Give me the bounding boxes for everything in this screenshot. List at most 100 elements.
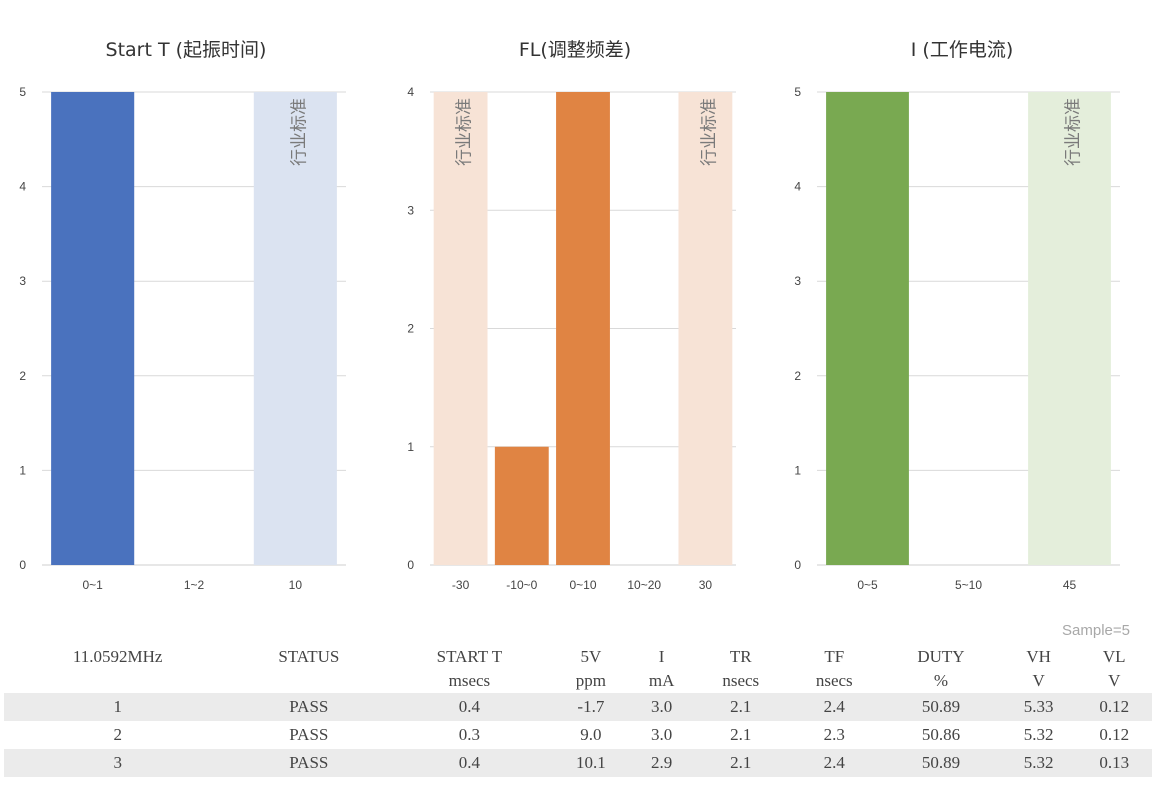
table-row: 1 PASS 0.4 -1.7 3.0 2.1 2.4 50.89 5.33 0… — [4, 693, 1152, 721]
header-5v: 5V — [580, 647, 602, 666]
standard-band — [1028, 92, 1111, 565]
table-cell: 2.4 — [787, 693, 881, 721]
x-tick-label: -30 — [452, 578, 470, 592]
table-cell: 2.3 — [823, 725, 845, 744]
header-vl: VL — [1102, 647, 1126, 666]
y-tick-label: 5 — [19, 85, 26, 99]
table-cell: 0.12 — [1099, 725, 1130, 744]
header-vh: VH — [1026, 647, 1051, 666]
header-tf: TF — [824, 647, 845, 666]
standard-label: 行业标准 — [455, 98, 475, 166]
chart-title: I (工作电流) — [911, 39, 1013, 61]
unit-start-t: msecs — [448, 671, 491, 690]
table-header-row: 11.0592MHz STATUS START T 5V I TR TF DUT… — [4, 645, 1152, 669]
y-tick-label: 1 — [794, 463, 801, 477]
table-cell: 5.32 — [1000, 749, 1077, 777]
unit-5v: ppm — [575, 671, 606, 690]
x-tick-label: 0~1 — [82, 578, 103, 592]
table-cell: 3.0 — [629, 693, 694, 721]
header-status: STATUS — [278, 647, 340, 666]
table-cell: -1.7 — [552, 693, 630, 721]
header-frequency: 11.0592MHz — [72, 647, 163, 666]
x-tick-label: 1~2 — [184, 578, 205, 592]
table-cell: 2.1 — [730, 725, 752, 744]
standard-band — [253, 92, 337, 565]
sample-count-label: Sample=5 — [1062, 622, 1130, 639]
table-cell: 2.1 — [694, 693, 788, 721]
unit-duty: % — [933, 671, 949, 690]
x-tick-label: 45 — [1063, 578, 1077, 592]
chart-title: Start T (起振时间) — [106, 39, 267, 61]
y-tick-label: 0 — [794, 558, 801, 572]
bar — [494, 446, 549, 565]
table-cell: PASS — [231, 693, 387, 721]
results-table: 11.0592MHz STATUS START T 5V I TR TF DUT… — [4, 645, 1152, 777]
unit-vh: V — [1032, 671, 1045, 690]
chart-title: FL(调整频差) — [519, 39, 631, 61]
table-cell: 3 — [4, 749, 232, 777]
table-cell: 2.4 — [787, 749, 881, 777]
y-tick-label: 3 — [19, 274, 26, 288]
table-cell: 0.13 — [1076, 749, 1152, 777]
x-tick-label: -10~0 — [506, 578, 537, 592]
table-cell: 10.1 — [552, 749, 630, 777]
standard-label: 行业标准 — [289, 98, 309, 166]
header-tr: TR — [729, 647, 752, 666]
y-tick-label: 5 — [794, 85, 801, 99]
unit-vl: V — [1108, 671, 1121, 690]
unit-frequency — [4, 669, 231, 693]
bar — [51, 92, 135, 565]
table-cell: 9.0 — [580, 725, 602, 744]
table-cell: PASS — [289, 725, 329, 744]
y-tick-label: 3 — [407, 203, 414, 217]
table-row: 3 PASS 0.4 10.1 2.9 2.1 2.4 50.89 5.32 0… — [4, 749, 1152, 777]
unit-tr: nsecs — [722, 671, 760, 690]
header-duty: DUTY — [917, 647, 965, 666]
y-tick-label: 4 — [794, 180, 801, 194]
standard-label: 行业标准 — [699, 98, 719, 166]
y-tick-label: 1 — [19, 463, 26, 477]
table-row: 2 PASS 0.3 9.0 3.0 2.1 2.3 50.86 5.32 0.… — [4, 721, 1152, 749]
x-tick-label: 0~10 — [569, 578, 596, 592]
y-tick-label: 4 — [19, 180, 26, 194]
table-cell: 1 — [4, 693, 232, 721]
standard-band — [678, 92, 733, 565]
table-cell: 0.12 — [1076, 693, 1152, 721]
y-tick-label: 2 — [407, 322, 414, 336]
bar — [556, 92, 610, 565]
table-cell: 0.4 — [386, 693, 553, 721]
standard-label: 行业标准 — [1064, 98, 1084, 166]
y-tick-label: 3 — [794, 274, 801, 288]
standard-band — [433, 92, 488, 565]
x-tick-label: 10 — [289, 578, 303, 592]
table-cell: 0.3 — [458, 725, 481, 744]
x-tick-label: 0~5 — [857, 578, 878, 592]
y-tick-label: 4 — [407, 85, 414, 99]
y-tick-label: 0 — [407, 558, 414, 572]
table-cell: 50.89 — [881, 749, 1001, 777]
y-tick-label: 1 — [407, 440, 414, 454]
table-cell: 2.1 — [694, 749, 788, 777]
unit-i: mA — [648, 671, 675, 690]
table-cell: 50.89 — [881, 693, 1001, 721]
header-start-t: START T — [436, 647, 503, 666]
table-cell: PASS — [231, 749, 387, 777]
table-cell: 2 — [113, 725, 122, 744]
unit-status — [231, 669, 386, 693]
table-cell: 50.86 — [921, 725, 961, 744]
x-tick-label: 10~20 — [627, 578, 661, 592]
table-cell: 0.4 — [386, 749, 553, 777]
table-cell: 3.0 — [651, 725, 673, 744]
table-cell: 2.9 — [629, 749, 694, 777]
unit-tf: nsecs — [815, 671, 853, 690]
header-i: I — [658, 647, 665, 666]
x-tick-label: 30 — [699, 578, 713, 592]
x-tick-label: 5~10 — [955, 578, 982, 592]
y-tick-label: 2 — [19, 369, 26, 383]
y-tick-label: 2 — [794, 369, 801, 383]
table-cell: 5.32 — [1023, 725, 1054, 744]
charts-area: Start T (起振时间) 0 1 2 3 4 5 0~1 1~2 行业标准 10 FL(调整频差)… — [19, 39, 1120, 592]
table-units-row: msecs ppm mA nsecs nsecs % V V — [4, 669, 1152, 693]
bar — [826, 92, 909, 565]
